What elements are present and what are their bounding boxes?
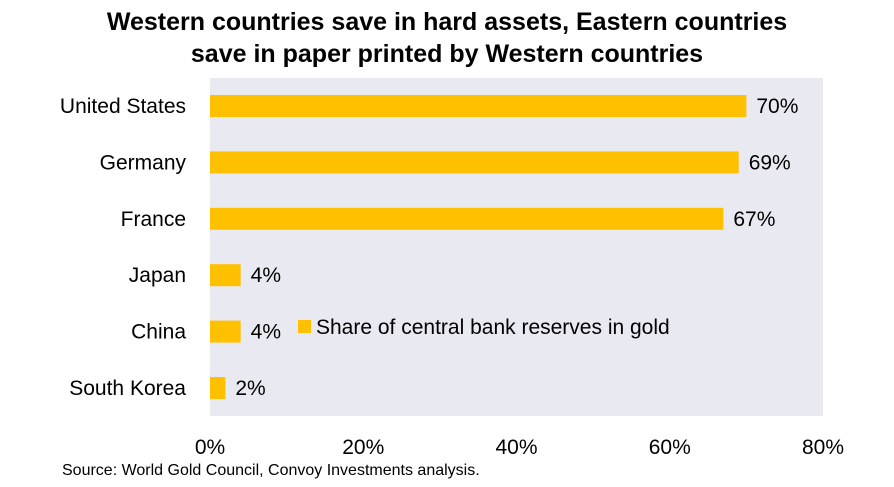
legend-swatch [298, 320, 311, 333]
bar [210, 264, 241, 287]
data-label: 67% [733, 208, 775, 231]
x-tick-label: 20% [342, 436, 384, 459]
data-label: 4% [251, 264, 281, 287]
bar [210, 151, 739, 174]
x-tick-label: 60% [649, 436, 691, 459]
category-label: Japan [129, 264, 186, 287]
category-label: United States [60, 95, 186, 118]
data-label: 4% [251, 321, 281, 344]
x-tick-label: 40% [495, 436, 537, 459]
chart-title: Western countries save in hard assets, E… [0, 6, 894, 70]
plot-area [210, 78, 823, 416]
data-label: 70% [756, 95, 798, 118]
bar [210, 207, 724, 230]
bar [210, 377, 226, 399]
source-note: Source: World Gold Council, Convoy Inves… [62, 462, 480, 479]
bar [210, 320, 241, 343]
chart-title-line-2: save in paper printed by Western countri… [190, 40, 704, 68]
legend-label: Share of central bank reserves in gold [316, 316, 670, 339]
data-label: 2% [235, 377, 265, 400]
x-tick-label: 80% [802, 436, 844, 459]
category-label: France [121, 208, 186, 231]
x-tick-label: 0% [195, 436, 225, 459]
bar [210, 95, 747, 117]
category-label: China [131, 321, 186, 344]
category-label: South Korea [69, 377, 186, 400]
chart-title-line-1: Western countries save in hard assets, E… [106, 8, 788, 36]
category-label: Germany [100, 151, 187, 174]
data-label: 69% [749, 151, 791, 174]
